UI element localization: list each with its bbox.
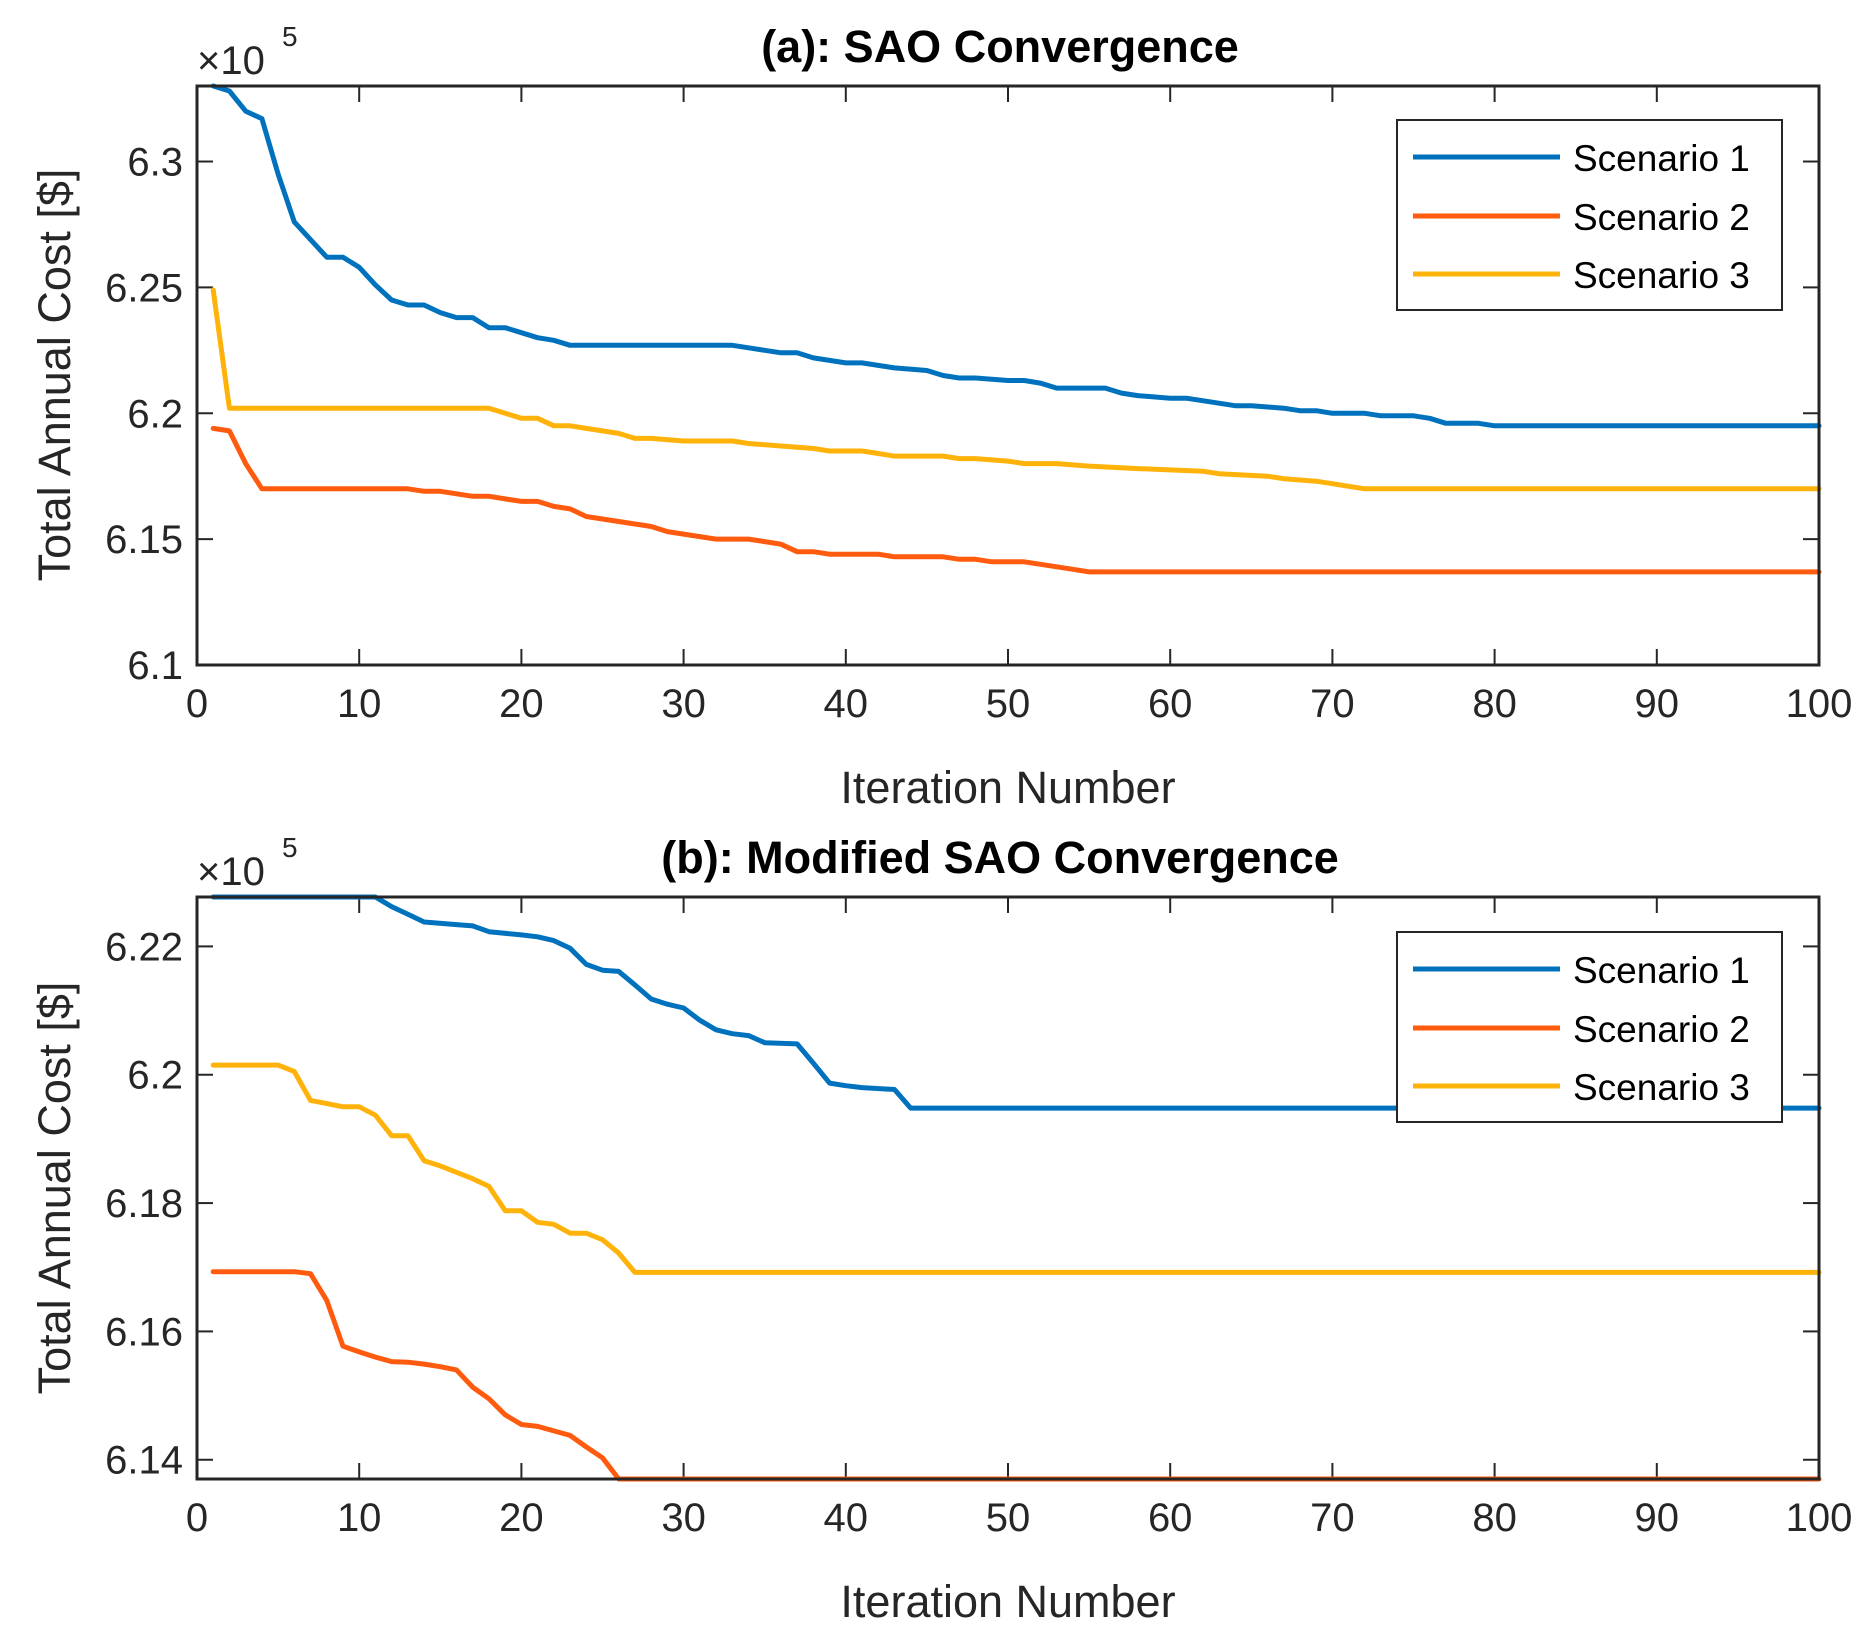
panel-a-y-tick-labels: 6.1 6.15 6.2 6.25 6.3 bbox=[105, 141, 183, 688]
panel-1-x-tick-label-80: 80 bbox=[1472, 1496, 1517, 1540]
panel-0-x-tick-label-40: 40 bbox=[824, 682, 869, 726]
panel-0-series-line-scenario-2 bbox=[210, 425, 1822, 575]
panel-a-exponent-power: 5 bbox=[282, 21, 298, 52]
panel-1-y-tick-label-1: 6.16 bbox=[105, 1310, 183, 1354]
panel-0-y-tick-label-1: 6.15 bbox=[105, 518, 183, 562]
panel-b-x-tick-labels: 0 10 20 30 40 50 60 70 80 90 100 bbox=[186, 1496, 1853, 1540]
panel-a-y-axis-label: Total Annual Cost [$] bbox=[29, 169, 80, 582]
panel-b-title: (b): Modified SAO Convergence bbox=[661, 832, 1339, 883]
panel-0-y-tick-label-2: 6.2 bbox=[127, 392, 183, 436]
panel-b-legend-label-scenario-1: Scenario 1 bbox=[1573, 950, 1750, 991]
panel-a-series-lines bbox=[210, 83, 1822, 575]
panel-1-x-tick-label-50: 50 bbox=[986, 1496, 1031, 1540]
panel-0-x-tick-label-20: 20 bbox=[499, 682, 544, 726]
panel-0-y-tick-label-3: 6.25 bbox=[105, 266, 183, 310]
panel-a-exponent: ×10 5 bbox=[197, 21, 298, 83]
panel-1-y-tick-label-2: 6.18 bbox=[105, 1182, 183, 1226]
panel-b-legend: Scenario 1 Scenario 2 Scenario 3 bbox=[1396, 931, 1783, 1123]
panel-1-x-tick-label-70: 70 bbox=[1310, 1496, 1355, 1540]
panel-0-x-tick-label-80: 80 bbox=[1472, 682, 1517, 726]
panel-a-title: (a): SAO Convergence bbox=[761, 21, 1239, 72]
panel-0-series-line-scenario-3 bbox=[210, 287, 1822, 492]
panel-0-x-tick-label-100: 100 bbox=[1786, 682, 1853, 726]
panel-b-x-axis-label: Iteration Number bbox=[840, 1576, 1175, 1627]
panel-b-legend-label-scenario-3: Scenario 3 bbox=[1573, 1067, 1750, 1108]
panel-a-exponent-base: ×10 bbox=[197, 39, 265, 83]
panel-1-series-line-scenario-1 bbox=[210, 894, 1822, 1111]
panel-b-modified-sao-convergence: 0 10 20 30 40 50 60 70 80 90 100 6.146.166.186.26.… bbox=[29, 832, 1852, 1627]
panel-b-exponent: ×10 5 bbox=[197, 832, 298, 894]
panel-1-x-tick-label-60: 60 bbox=[1148, 1496, 1193, 1540]
panel-b-y-tick-labels: 6.14 6.16 6.18 6.2 6.22 bbox=[105, 925, 183, 1482]
panel-0-x-tick-label-0: 0 bbox=[186, 682, 208, 726]
panel-1-x-tick-label-40: 40 bbox=[824, 1496, 869, 1540]
panel-1-x-tick-label-30: 30 bbox=[661, 1496, 706, 1540]
panel-0-x-tick-label-10: 10 bbox=[337, 682, 382, 726]
panel-1-x-tick-label-0: 0 bbox=[186, 1496, 208, 1540]
panel-0-y-tick-label-4: 6.3 bbox=[127, 141, 183, 185]
panel-b-y-axis-label: Total Annual Cost [$] bbox=[29, 982, 80, 1395]
panel-a-legend: Scenario 1 Scenario 2 Scenario 3 bbox=[1396, 119, 1783, 311]
panel-1-series-line-scenario-3 bbox=[210, 1062, 1822, 1275]
panel-b-exponent-power: 5 bbox=[282, 832, 298, 863]
panel-1-x-tick-label-10: 10 bbox=[337, 1496, 382, 1540]
panel-0-x-tick-label-60: 60 bbox=[1148, 682, 1193, 726]
panel-0-x-tick-label-70: 70 bbox=[1310, 682, 1355, 726]
panel-1-y-tick-label-3: 6.2 bbox=[127, 1054, 183, 1098]
panel-a-x-tick-labels: 0 10 20 30 40 50 60 70 80 90 100 bbox=[186, 682, 1853, 726]
panel-b-exponent-base: ×10 bbox=[197, 850, 265, 894]
panel-1-x-tick-label-90: 90 bbox=[1635, 1496, 1680, 1540]
panel-0-x-tick-label-50: 50 bbox=[986, 682, 1031, 726]
panel-0-y-tick-label-0: 6.1 bbox=[127, 644, 183, 688]
panel-a-sao-convergence: 0 10 20 30 40 50 60 70 80 90 100 6.1 6.15 6.2 6.25 6.3… bbox=[0, 0, 1868, 818]
panel-a-x-axis-label: Iteration Number bbox=[840, 762, 1175, 813]
panel-0-x-tick-label-90: 90 bbox=[1635, 682, 1680, 726]
panel-b-series-lines bbox=[210, 894, 1822, 1482]
panel-0-x-tick-label-30: 30 bbox=[661, 682, 706, 726]
panel-a-axes-frame bbox=[195, 84, 1821, 667]
panel-0-series-line-scenario-1 bbox=[210, 83, 1822, 429]
panel-a-legend-label-scenario-3: Scenario 3 bbox=[1573, 255, 1750, 296]
panel-1-y-tick-label-0: 6.14 bbox=[105, 1439, 183, 1483]
panel-b-legend-label-scenario-2: Scenario 2 bbox=[1573, 1009, 1750, 1050]
panel-1-y-tick-label-4: 6.22 bbox=[105, 925, 183, 969]
panel-b-axes-frame bbox=[195, 895, 1821, 1481]
panel-1-series-line-scenario-2 bbox=[210, 1269, 1822, 1482]
panel-1-x-tick-label-20: 20 bbox=[499, 1496, 544, 1540]
panel-a-legend-label-scenario-2: Scenario 2 bbox=[1573, 197, 1750, 238]
panel-1-x-tick-label-100: 100 bbox=[1786, 1496, 1853, 1540]
panel-a-legend-label-scenario-1: Scenario 1 bbox=[1573, 138, 1750, 179]
